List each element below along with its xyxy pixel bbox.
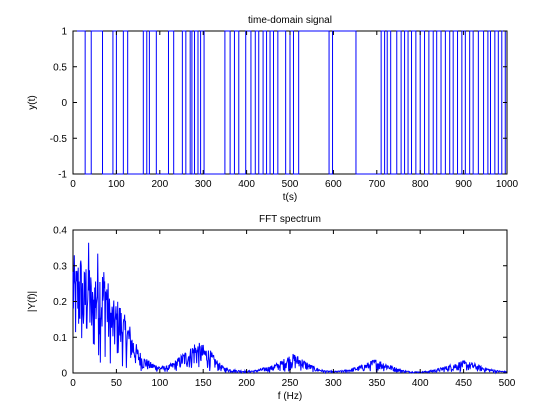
fft-spectrum-xtick-label: 300 xyxy=(325,378,342,389)
fft-spectrum-xtick-label: 200 xyxy=(238,378,255,389)
fft-spectrum-ytick-label: 0 xyxy=(61,369,67,380)
time-domain-xtick-label: 200 xyxy=(151,179,168,190)
time-domain-xtick-label: 900 xyxy=(455,179,472,190)
fft-spectrum-xtick-label: 400 xyxy=(412,378,429,389)
fft-spectrum-x-label: f (Hz) xyxy=(278,391,302,402)
fft-spectrum-axes: FFT spectrum 0 50 100 150 200 250 300 350 400 450… xyxy=(27,214,516,402)
fft-spectrum-ytick-label: 0.3 xyxy=(53,261,67,272)
time-domain-ytick-label: -0.5 xyxy=(50,134,68,145)
fft-spectrum-xtick-label: 0 xyxy=(70,378,76,389)
time-domain-xtick-label: 300 xyxy=(195,179,212,190)
time-domain-xtick-label: 1000 xyxy=(496,179,519,190)
fft-spectrum-xtick-label: 100 xyxy=(151,378,168,389)
fft-spectrum-plot-area xyxy=(72,229,508,375)
time-domain-axes: time-domain signal 0 100 200 300 400 500 600 70… xyxy=(27,15,519,203)
fft-spectrum-ytick-label: 0.2 xyxy=(53,297,67,308)
time-domain-x-label: t(s) xyxy=(283,192,297,203)
time-domain-series-line xyxy=(73,30,507,175)
time-domain-xtick-label: 600 xyxy=(325,179,342,190)
fft-spectrum-xtick-label: 450 xyxy=(455,378,472,389)
time-domain-xtick-label: 700 xyxy=(368,179,385,190)
time-domain-xtick-label: 800 xyxy=(412,179,429,190)
time-domain-plot-area xyxy=(72,30,508,175)
fft-spectrum-series-line xyxy=(72,242,508,375)
fft-spectrum-y-label: |Y(f)| xyxy=(27,291,38,312)
time-domain-y-label: y(t) xyxy=(27,95,38,109)
time-domain-xtick-label: 400 xyxy=(238,179,255,190)
fft-spectrum-xtick-label: 250 xyxy=(282,378,299,389)
time-domain-ytick-label: 0 xyxy=(61,98,67,109)
time-domain-ytick-label: 1 xyxy=(61,27,67,38)
time-domain-ticks: 0 100 200 300 400 500 600 700 800 900 1000 -1 -0.5 0 0… xyxy=(50,27,519,191)
time-domain-xtick-label: 0 xyxy=(70,179,76,190)
time-domain-xtick-label: 500 xyxy=(282,179,299,190)
fft-spectrum-ytick-label: 0.4 xyxy=(53,226,67,237)
fft-spectrum-ytick-label: 0.1 xyxy=(53,333,67,344)
time-domain-xtick-label: 100 xyxy=(108,179,125,190)
time-domain-title: time-domain signal xyxy=(248,15,332,26)
fft-spectrum-xtick-label: 350 xyxy=(368,378,385,389)
fft-spectrum-xtick-label: 150 xyxy=(195,378,212,389)
fft-spectrum-xtick-label: 50 xyxy=(111,378,123,389)
fft-spectrum-title: FFT spectrum xyxy=(259,214,321,225)
time-domain-ytick-label: 0.5 xyxy=(53,62,67,73)
fft-spectrum-ticks: 0 50 100 150 200 250 300 350 400 450 500 0 0.1 0.2 0.3… xyxy=(53,226,516,390)
fft-spectrum-xtick-label: 500 xyxy=(499,378,516,389)
time-domain-ytick-label: -1 xyxy=(58,170,67,181)
